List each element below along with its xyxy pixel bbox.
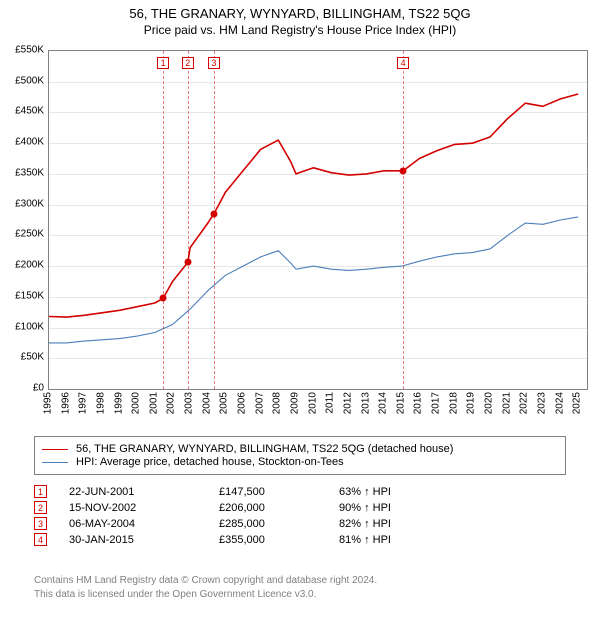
y-axis-tick-label: £250K [15,229,44,240]
legend-label: 56, THE GRANARY, WYNYARD, BILLINGHAM, TS… [76,443,453,455]
legend-label: HPI: Average price, detached house, Stoc… [76,456,344,468]
y-axis-tick-label: £400K [15,137,44,148]
x-axis-tick-label: 2006 [237,392,248,414]
legend-swatch [42,462,68,463]
sale-row: 1 22-JUN-2001£147,50063% ↑ HPI [34,485,566,498]
sale-date: 30-JAN-2015 [69,534,219,546]
x-axis-tick-label: 2001 [148,392,159,414]
sale-trend: 81% ↑ HPI [339,534,429,546]
x-axis-tick-label: 2012 [342,392,353,414]
sale-row-badge: 2 [34,501,47,514]
sale-row-badge: 4 [34,533,47,546]
x-axis-tick-label: 1999 [113,392,124,414]
footer-line-2: This data is licensed under the Open Gov… [34,588,566,602]
x-axis-tick-label: 2016 [413,392,424,414]
sale-price: £285,000 [219,518,339,530]
x-axis-tick-label: 2002 [166,392,177,414]
y-axis-tick-label: £550K [15,45,44,56]
sale-marker-badge: 1 [157,57,169,69]
sale-row-badge: 1 [34,485,47,498]
sale-point [210,210,217,217]
x-axis-tick-label: 2013 [360,392,371,414]
x-axis-tick-label: 2024 [554,392,565,414]
x-axis-tick-label: 2003 [184,392,195,414]
sale-price: £206,000 [219,502,339,514]
legend-swatch [42,449,68,450]
sale-trend: 82% ↑ HPI [339,518,429,530]
sale-price: £147,500 [219,486,339,498]
sale-point [184,259,191,266]
chart-title: 56, THE GRANARY, WYNYARD, BILLINGHAM, TS… [0,6,600,21]
x-axis-tick-label: 2005 [219,392,230,414]
sale-marker-badge: 4 [397,57,409,69]
sale-point [160,295,167,302]
attribution-footer: Contains HM Land Registry data © Crown c… [34,574,566,601]
x-axis-tick-label: 2008 [272,392,283,414]
legend: 56, THE GRANARY, WYNYARD, BILLINGHAM, TS… [34,436,566,475]
x-axis-tick-label: 1996 [60,392,71,414]
sale-marker-badge: 3 [208,57,220,69]
x-axis-tick-label: 2009 [289,392,300,414]
sale-date: 06-MAY-2004 [69,518,219,530]
x-axis-tick-label: 2020 [483,392,494,414]
sale-row: 4 30-JAN-2015£355,00081% ↑ HPI [34,533,566,546]
x-axis-tick-label: 2010 [307,392,318,414]
x-axis-tick-label: 2025 [572,392,583,414]
y-axis-tick-label: £100K [15,321,44,332]
y-axis-tick-label: £200K [15,260,44,271]
plot-region: 1 2 3 4 [48,50,588,390]
sale-row: 2 15-NOV-2002£206,00090% ↑ HPI [34,501,566,514]
line-chart-svg [49,51,587,389]
series-line [49,94,578,317]
sale-marker-line [163,51,164,389]
sale-row: 3 06-MAY-2004£285,00082% ↑ HPI [34,517,566,530]
sale-marker-line [188,51,189,389]
chart-area: 1 2 3 4 [48,50,588,390]
y-axis-tick-label: £450K [15,106,44,117]
x-axis-tick-label: 2023 [536,392,547,414]
x-axis-tick-label: 2019 [466,392,477,414]
x-axis-tick-label: 2015 [395,392,406,414]
x-axis-tick-label: 2011 [325,392,336,414]
sale-date: 15-NOV-2002 [69,502,219,514]
footer-line-1: Contains HM Land Registry data © Crown c… [34,574,566,588]
sale-trend: 63% ↑ HPI [339,486,429,498]
y-axis-tick-label: £150K [15,290,44,301]
sale-row-badge: 3 [34,517,47,530]
sales-table: 1 22-JUN-2001£147,50063% ↑ HPI 2 15-NOV-200… [34,482,566,549]
x-axis-tick-label: 1997 [78,392,89,414]
x-axis-tick-label: 1998 [95,392,106,414]
y-axis-tick-label: £300K [15,198,44,209]
sale-point [400,167,407,174]
x-axis-tick-label: 2014 [378,392,389,414]
x-axis-tick-label: 2004 [201,392,212,414]
legend-item: 56, THE GRANARY, WYNYARD, BILLINGHAM, TS… [42,443,558,455]
x-axis-tick-label: 2018 [448,392,459,414]
x-axis-tick-label: 2007 [254,392,265,414]
sale-price: £355,000 [219,534,339,546]
x-axis-tick-label: 1995 [43,392,54,414]
sale-date: 22-JUN-2001 [69,486,219,498]
x-axis-tick-label: 2021 [501,392,512,414]
x-axis-tick-label: 2022 [519,392,530,414]
series-line [49,217,578,343]
y-axis-tick-label: £500K [15,75,44,86]
y-axis-tick-label: £350K [15,167,44,178]
sale-marker-badge: 2 [182,57,194,69]
sale-marker-line [214,51,215,389]
chart-subtitle: Price paid vs. HM Land Registry's House … [0,23,600,37]
sale-marker-line [403,51,404,389]
x-axis-tick-label: 2017 [431,392,442,414]
sale-trend: 90% ↑ HPI [339,502,429,514]
x-axis-tick-label: 2000 [131,392,142,414]
legend-item: HPI: Average price, detached house, Stoc… [42,456,558,468]
y-axis-tick-label: £50K [21,352,44,363]
